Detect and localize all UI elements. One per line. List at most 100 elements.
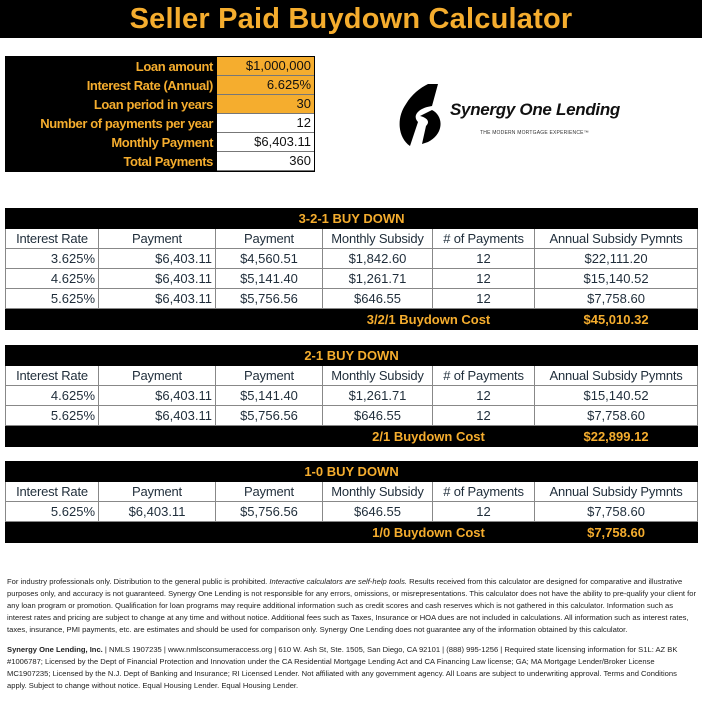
table-cell: $1,261.71 xyxy=(322,385,433,406)
table-title: 1-0 BUY DOWN xyxy=(4,461,699,482)
table-cell: $6,403.11 xyxy=(98,248,216,269)
column-header: Payment xyxy=(215,365,323,386)
company-name: Synergy One Lending, Inc. xyxy=(7,645,103,654)
table-cell: $5,756.56 xyxy=(215,288,323,309)
table-cell: 12 xyxy=(432,268,535,289)
column-header: Monthly Subsidy xyxy=(322,481,433,502)
table-row: 5.625% $6,403.11 $5,756.56 $646.55 12 $7,758.… xyxy=(5,501,699,522)
column-header: Monthly Subsidy xyxy=(322,228,433,249)
table-cell: 12 xyxy=(432,288,535,309)
buydown-cost-label: 3/2/1 Buydown Cost xyxy=(322,308,535,330)
table-cell: 4.625% xyxy=(5,268,99,289)
table-row: 4.625% $6,403.11 $5,141.40 $1,261.71 12 $15,1… xyxy=(5,268,699,289)
table-title: 3-2-1 BUY DOWN xyxy=(4,208,699,229)
disclaimer-italic: Interactive calculators are self-help to… xyxy=(269,577,408,586)
table-cell: 5.625% xyxy=(5,501,99,522)
buydown-cost-label: 1/0 Buydown Cost xyxy=(322,521,535,543)
column-header: Monthly Subsidy xyxy=(322,365,433,386)
buydown-table: 1-0 BUY DOWN Interest Rate Payment Payment M… xyxy=(4,461,699,543)
table-cell: $15,140.52 xyxy=(533,268,699,289)
table-cell: $15,140.52 xyxy=(533,385,699,406)
table-cell: $1,261.71 xyxy=(322,268,433,289)
company-logo: Synergy One Lending THE MODERN MORTGAGE … xyxy=(398,82,638,152)
logo-name: Synergy One Lending xyxy=(450,100,620,119)
table-cell: $6,403.11 xyxy=(98,405,216,426)
input-label: Total Payments xyxy=(123,154,213,169)
disclaimer-text: For industry professionals only. Distrib… xyxy=(7,577,270,586)
input-value[interactable]: $1,000,000 xyxy=(217,57,314,76)
table-cell: $5,141.40 xyxy=(215,268,323,289)
table-title: 2-1 BUY DOWN xyxy=(4,345,699,366)
input-value[interactable]: 12 xyxy=(217,114,314,133)
table-cell: $6,403.11 xyxy=(98,268,216,289)
column-header: Annual Subsidy Pymnts xyxy=(533,228,699,249)
table-cell: 12 xyxy=(432,385,535,406)
column-header: Interest Rate xyxy=(5,228,99,249)
table-cell: $5,141.40 xyxy=(215,385,323,406)
table-cell: 5.625% xyxy=(5,405,99,426)
licensing-text: | NMLS 1907235 | www.nmlsconsumeraccess.… xyxy=(7,645,678,690)
column-header: Payment xyxy=(98,365,216,386)
logo-tagline: THE MODERN MORTGAGE EXPERIENCE™ xyxy=(480,130,589,136)
input-label: Loan period in years xyxy=(93,97,214,112)
table-cell: $6,403.11 xyxy=(98,501,216,522)
input-value[interactable]: 360 xyxy=(217,152,314,171)
buydown-cost-value: $45,010.32 xyxy=(533,308,699,330)
table-cell: $646.55 xyxy=(322,405,433,426)
table-cell: 4.625% xyxy=(5,385,99,406)
loan-inputs-table: Loan amount $1,000,000 Interest Rate (An… xyxy=(5,56,315,172)
disclaimer: For industry professionals only. Distrib… xyxy=(7,576,697,636)
table-cell: $22,111.20 xyxy=(533,248,699,269)
buydown-table: 3-2-1 BUY DOWN Interest Rate Payment Paymen… xyxy=(4,208,699,330)
table-cell: 12 xyxy=(432,405,535,426)
page-title: Seller Paid Buydown Calculator xyxy=(0,0,702,38)
table-cell: $6,403.11 xyxy=(98,288,216,309)
input-label: Interest Rate (Annual) xyxy=(86,78,214,93)
column-header: Payment xyxy=(215,228,323,249)
table-cell: $646.55 xyxy=(322,501,433,522)
synergy-logo-icon xyxy=(399,84,441,146)
buydown-cost-label: 2/1 Buydown Cost xyxy=(322,425,535,447)
column-header: Annual Subsidy Pymnts xyxy=(533,481,699,502)
buydown-table: 2-1 BUY DOWN Interest Rate Payment Payment M… xyxy=(4,345,699,447)
table-cell: $7,758.60 xyxy=(533,405,699,426)
table-cell: $5,756.56 xyxy=(215,501,323,522)
table-cell: 12 xyxy=(432,501,535,522)
table-cell: $4,560.51 xyxy=(215,248,323,269)
table-cell: $6,403.11 xyxy=(98,385,216,406)
table-row: 3.625% $6,403.11 $4,560.51 $1,842.60 12 $22,1… xyxy=(5,248,699,269)
column-header: # of Payments xyxy=(432,481,535,502)
buydown-cost-value: $7,758.60 xyxy=(533,521,699,543)
table-cell: 12 xyxy=(432,248,535,269)
input-value[interactable]: 6.625% xyxy=(217,76,314,95)
column-header: Payment xyxy=(98,481,216,502)
column-header: # of Payments xyxy=(432,365,535,386)
table-cell: $1,842.60 xyxy=(322,248,433,269)
input-row: Loan amount $1,000,000 xyxy=(6,57,314,76)
input-value[interactable]: 30 xyxy=(217,95,314,114)
column-header: Annual Subsidy Pymnts xyxy=(533,365,699,386)
table-cell: $7,758.60 xyxy=(533,288,699,309)
table-cell: 3.625% xyxy=(5,248,99,269)
table-row: 5.625% $6,403.11 $5,756.56 $646.55 12 $7,758.… xyxy=(5,405,699,426)
input-row: Loan period in years 30 xyxy=(6,95,314,114)
input-row: Number of payments per year 12 xyxy=(6,114,314,133)
table-cell: $7,758.60 xyxy=(533,501,699,522)
table-row: 4.625% $6,403.11 $5,141.40 $1,261.71 12 $15,1… xyxy=(5,385,699,406)
footer-text: For industry professionals only. Distrib… xyxy=(7,576,697,692)
input-row: Monthly Payment $6,403.11 xyxy=(6,133,314,152)
column-header: # of Payments xyxy=(432,228,535,249)
licensing-info: Synergy One Lending, Inc. | NMLS 1907235… xyxy=(7,644,697,692)
input-value[interactable]: $6,403.11 xyxy=(217,133,314,152)
column-header: Payment xyxy=(98,228,216,249)
column-header: Payment xyxy=(215,481,323,502)
input-row: Interest Rate (Annual) 6.625% xyxy=(6,76,314,95)
disclaimer-text-2: Results received from this calculator ar… xyxy=(7,577,697,634)
input-row: Total Payments 360 xyxy=(6,152,314,171)
table-cell: 5.625% xyxy=(5,288,99,309)
table-cell: $646.55 xyxy=(322,288,433,309)
input-label: Loan amount xyxy=(135,59,214,74)
buydown-cost-value: $22,899.12 xyxy=(533,425,699,447)
table-cell: $5,756.56 xyxy=(215,405,323,426)
table-row: 5.625% $6,403.11 $5,756.56 $646.55 12 $7,758.… xyxy=(5,288,699,309)
